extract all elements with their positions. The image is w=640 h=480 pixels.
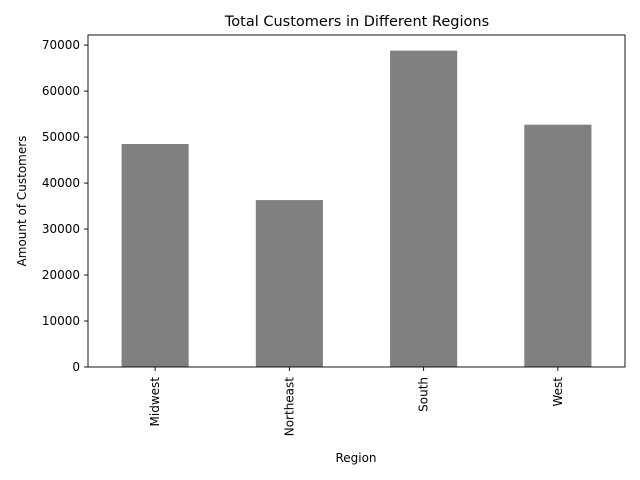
y-tick-label: 60000 xyxy=(42,84,80,98)
x-tick-label: Midwest xyxy=(148,377,162,427)
x-tick-label: South xyxy=(417,377,431,412)
x-axis-ticks: Midwest Northeast South West xyxy=(148,367,565,436)
bar-south xyxy=(390,50,458,368)
y-tick-label: 50000 xyxy=(42,130,80,144)
bar-west xyxy=(524,124,592,367)
y-axis-ticks: 0 10000 20000 30000 40000 50000 60000 70000 xyxy=(42,38,88,374)
axes-frame xyxy=(87,34,626,368)
y-axis-label: Amount of Customers xyxy=(15,136,29,267)
bars-group xyxy=(121,50,592,368)
x-tick-label: Northeast xyxy=(282,377,296,437)
y-tick-label: 10000 xyxy=(42,314,80,328)
chart-title: Total Customers in Different Regions xyxy=(224,14,489,30)
x-tick-label: West xyxy=(551,377,565,407)
x-axis-label: Region xyxy=(335,451,376,465)
y-tick-label: 20000 xyxy=(42,268,80,282)
y-tick-label: 40000 xyxy=(42,176,80,190)
bar-northeast xyxy=(255,200,323,367)
bar-midwest xyxy=(121,143,189,367)
y-tick-label: 30000 xyxy=(42,222,80,236)
y-tick-label: 0 xyxy=(72,360,80,374)
y-tick-label: 70000 xyxy=(42,38,80,52)
